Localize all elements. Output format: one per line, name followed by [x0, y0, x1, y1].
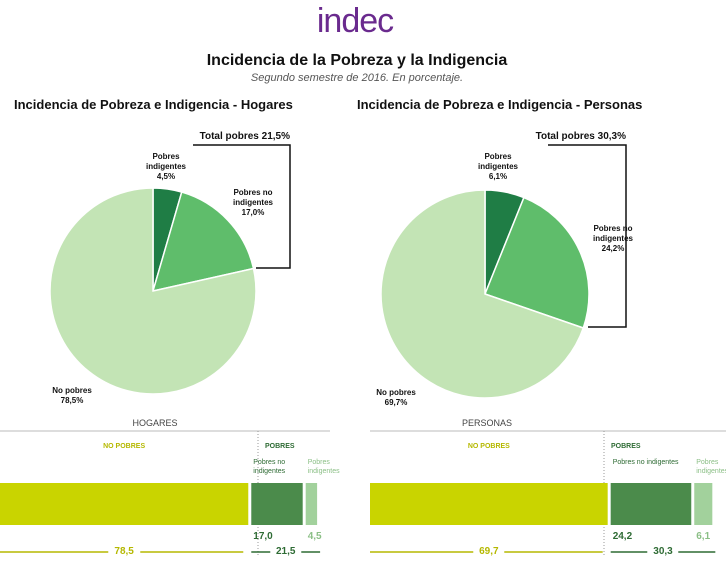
value-label: 4,5	[307, 531, 322, 542]
slice-category: No pobres	[52, 386, 92, 395]
value-label: 24,2	[612, 531, 633, 542]
value-label: 69,7	[473, 546, 505, 557]
pie-title: Incidencia de Pobreza e Indigencia - Hog…	[14, 97, 293, 112]
bar-title: PERSONAS	[461, 418, 513, 428]
slice-label: Pobres indigentes 6,1%	[470, 152, 526, 182]
slice-value: 24,2%	[601, 244, 625, 253]
slice-label: Pobres no indigentes 24,2%	[585, 224, 641, 254]
bar	[694, 483, 713, 525]
value-label: 6,1	[696, 531, 711, 542]
slice-category: No pobres	[376, 388, 416, 397]
slice-value: 69,7%	[384, 398, 408, 407]
bracket	[193, 144, 291, 269]
pie-slice	[484, 196, 590, 329]
series-name: Pobres indigentes	[696, 459, 726, 475]
pie-slice	[49, 187, 257, 395]
total-label: 30,3	[647, 546, 679, 557]
pie-slice	[151, 191, 255, 293]
bar	[610, 483, 692, 525]
value-label: 17,0	[253, 531, 273, 542]
series-name: Pobres indigentes	[307, 459, 340, 475]
subtitle: Segundo semestre de 2016. En porcentaje.	[250, 72, 464, 84]
slice-label: Pobres no indigentes 17,0%	[225, 188, 281, 218]
bar	[370, 483, 608, 525]
value-label: 78,5	[108, 546, 140, 557]
logo: indec	[316, 2, 394, 40]
slice-value: 4,5%	[156, 172, 176, 181]
slice-label: No pobres 78,5%	[44, 386, 100, 406]
slice-category: Pobres indigentes	[477, 152, 518, 171]
bar	[251, 483, 303, 525]
series-name: NO POBRES	[467, 443, 510, 450]
bar-title: HOGARES	[132, 418, 178, 428]
annotation: Total pobres 21,5%	[199, 131, 290, 142]
series-name: Pobres no indigentes	[253, 459, 286, 475]
series-name: Pobres no indigentes	[612, 459, 679, 466]
bar	[305, 483, 318, 525]
slice-category: Pobres indigentes	[145, 152, 186, 171]
bracket	[548, 144, 627, 328]
title: Incidencia de la Pobreza y la Indigencia	[206, 52, 508, 69]
slice-value: 6,1%	[488, 172, 508, 181]
slice-category: Pobres no indigentes	[232, 188, 273, 207]
pie-slice	[380, 189, 585, 399]
slice-label: No pobres 69,7%	[368, 388, 424, 408]
annotation: Total pobres 30,3%	[535, 131, 626, 142]
total-label: 21,5	[269, 546, 302, 557]
bar	[0, 483, 249, 525]
slice-label: Pobres indigentes 4,5%	[138, 152, 194, 182]
pie-title: Incidencia de Pobreza e Indigencia - Per…	[357, 97, 643, 112]
slice-value: 78,5%	[60, 396, 84, 405]
slice-category: Pobres no indigentes	[592, 224, 633, 243]
slice-value: 17,0%	[241, 208, 265, 217]
series-name: NO POBRES	[103, 443, 146, 450]
group-label: POBRES	[265, 443, 295, 450]
group-label: POBRES	[611, 443, 641, 450]
